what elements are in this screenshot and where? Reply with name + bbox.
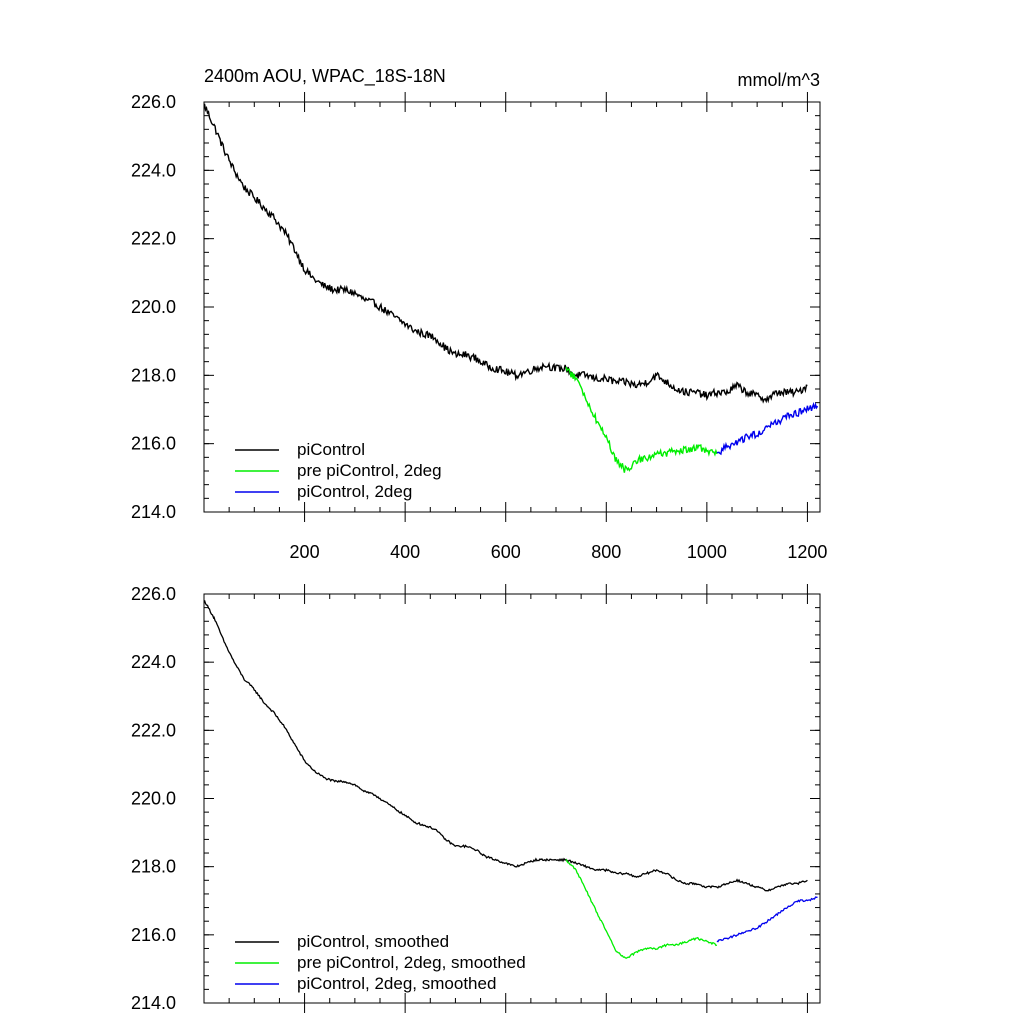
legend-label: pre piControl, 2deg, smoothed bbox=[297, 953, 526, 972]
units-label: mmol/m^3 bbox=[738, 70, 820, 90]
chart-title: 2400m AOU, WPAC_18S-18N bbox=[204, 66, 446, 87]
y-tick-label: 216.0 bbox=[131, 434, 176, 454]
x-tick-label: 600 bbox=[491, 542, 521, 562]
series-line-3 bbox=[716, 401, 819, 456]
y-tick-label: 216.0 bbox=[131, 925, 176, 945]
y-tick-label: 226.0 bbox=[131, 92, 176, 112]
x-tick-label: 1000 bbox=[687, 542, 727, 562]
bottom-panel: 214.0 216.0 218.0 220.0 222.0 224.0 226.0 piCo… bbox=[131, 584, 821, 1013]
y-tick-label: 218.0 bbox=[131, 857, 176, 877]
y-tick-label: 218.0 bbox=[131, 365, 176, 385]
series-line-1 bbox=[203, 103, 808, 404]
top-panel: 2400m AOU, WPAC_18S-18N mmol/m^3 214.021… bbox=[131, 66, 827, 562]
bottom-panel-series bbox=[203, 600, 818, 959]
y-tick-label: 222.0 bbox=[131, 720, 176, 740]
y-tick-label: 220.0 bbox=[131, 789, 176, 809]
x-tick-label: 1200 bbox=[787, 542, 827, 562]
x-tick-label: 800 bbox=[591, 542, 621, 562]
x-tick-label: 200 bbox=[290, 542, 320, 562]
y-tick-label: 220.0 bbox=[131, 297, 176, 317]
bottom-panel-legend: piControl, smoothed pre piControl, 2deg, … bbox=[235, 932, 526, 993]
series-line-1 bbox=[203, 600, 808, 892]
series-line-2 bbox=[565, 366, 718, 473]
y-tick-label: 224.0 bbox=[131, 652, 176, 672]
y-tick-label: 226.0 bbox=[131, 584, 176, 604]
legend-label: piControl bbox=[297, 440, 365, 459]
series-line-2 bbox=[565, 859, 718, 959]
legend-label: piControl, smoothed bbox=[297, 932, 449, 951]
top-panel-series bbox=[203, 103, 819, 473]
bottom-panel-ticks: 214.0 216.0 218.0 220.0 222.0 224.0 226.0 bbox=[131, 584, 820, 1013]
y-tick-label: 214.0 bbox=[131, 993, 176, 1013]
series-line-3 bbox=[716, 896, 818, 943]
legend-label: piControl, 2deg, smoothed bbox=[297, 974, 496, 993]
top-panel-ticks: 214.0 216.0 218.0 220.0 222.0 224.0 226.0 200 40… bbox=[131, 92, 827, 562]
y-tick-label: 214.0 bbox=[131, 502, 176, 522]
legend-label: piControl, 2deg bbox=[297, 482, 412, 501]
y-tick-label: 224.0 bbox=[131, 160, 176, 180]
legend-label: pre piControl, 2deg bbox=[297, 461, 442, 480]
top-panel-legend: piControl pre piControl, 2deg piControl, 2… bbox=[235, 440, 442, 501]
bottom-panel-frame bbox=[203, 593, 821, 1004]
x-tick-label: 400 bbox=[390, 542, 420, 562]
top-panel-frame bbox=[203, 101, 821, 513]
y-tick-label: 222.0 bbox=[131, 229, 176, 249]
